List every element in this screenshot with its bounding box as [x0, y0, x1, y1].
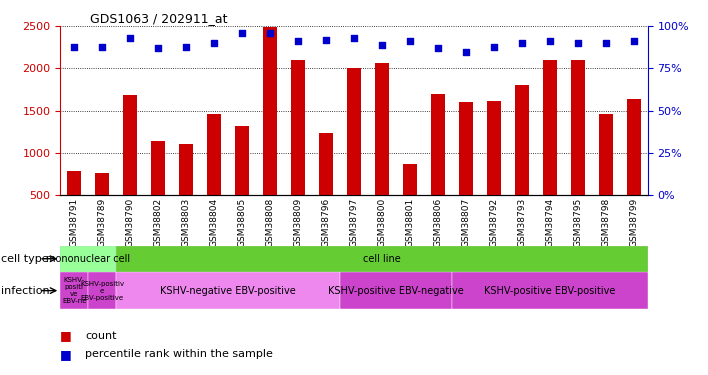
Bar [403, 164, 417, 195]
Text: GSM38800: GSM38800 [377, 198, 387, 247]
Point [628, 39, 639, 45]
Text: GSM38798: GSM38798 [601, 198, 610, 247]
Text: ■: ■ [60, 348, 72, 361]
Point [433, 45, 444, 51]
Text: percentile rank within the sample: percentile rank within the sample [85, 350, 273, 359]
Point [236, 30, 248, 36]
Point [292, 39, 304, 45]
Bar [67, 171, 81, 195]
Point [69, 44, 80, 50]
Bar [375, 63, 389, 195]
Bar [431, 94, 445, 195]
Point [404, 39, 416, 45]
Bar [60, 272, 88, 309]
Bar [88, 272, 116, 309]
Bar [263, 27, 277, 195]
Point [516, 40, 527, 46]
Text: GSM38794: GSM38794 [545, 198, 554, 247]
Point [544, 39, 556, 45]
Bar [515, 86, 529, 195]
Text: GSM38808: GSM38808 [266, 198, 275, 247]
Point [377, 42, 388, 48]
Text: GSM38790: GSM38790 [125, 198, 135, 247]
Text: GSM38809: GSM38809 [294, 198, 302, 247]
Text: GSM38793: GSM38793 [518, 198, 526, 247]
Point [96, 44, 108, 50]
Text: GDS1063 / 202911_at: GDS1063 / 202911_at [90, 12, 227, 25]
Text: GSM38799: GSM38799 [629, 198, 639, 247]
Bar [452, 272, 648, 309]
Point [208, 40, 219, 46]
Point [320, 37, 331, 43]
Bar [599, 114, 613, 195]
Text: infection: infection [1, 286, 50, 296]
Text: KSHV-positive EBV-negative: KSHV-positive EBV-negative [328, 286, 464, 296]
Text: GSM38803: GSM38803 [182, 198, 190, 247]
Bar [487, 100, 501, 195]
Bar [571, 60, 585, 195]
Text: KSHV-negative EBV-positive: KSHV-negative EBV-positive [160, 286, 296, 296]
Point [264, 30, 275, 36]
Bar [179, 144, 193, 195]
Text: GSM38805: GSM38805 [238, 198, 246, 247]
Text: mononuclear cell: mononuclear cell [46, 254, 130, 264]
Text: ■: ■ [60, 329, 72, 342]
Bar [627, 99, 641, 195]
Text: GSM38797: GSM38797 [350, 198, 358, 247]
Bar [459, 102, 473, 195]
Text: GSM38804: GSM38804 [210, 198, 219, 247]
Bar [207, 114, 221, 195]
Text: GSM38789: GSM38789 [98, 198, 107, 247]
Point [489, 44, 500, 50]
Point [181, 44, 192, 50]
Bar [123, 96, 137, 195]
Bar [235, 126, 249, 195]
Bar [116, 272, 340, 309]
Text: GSM38806: GSM38806 [433, 198, 442, 247]
Bar [347, 68, 361, 195]
Point [125, 35, 136, 41]
Bar [543, 60, 557, 195]
Text: GSM38796: GSM38796 [321, 198, 331, 247]
Text: GSM38791: GSM38791 [69, 198, 79, 247]
Text: GSM38801: GSM38801 [406, 198, 414, 247]
Bar [151, 141, 165, 195]
Text: KSHV-
positi
ve
EBV-ne: KSHV- positi ve EBV-ne [62, 277, 86, 304]
Point [460, 49, 472, 55]
Bar [291, 60, 305, 195]
Text: cell line: cell line [363, 254, 401, 264]
Text: GSM38795: GSM38795 [573, 198, 583, 247]
Bar [340, 272, 452, 309]
Bar [95, 173, 109, 195]
Point [600, 40, 612, 46]
Point [572, 40, 583, 46]
Text: GSM38792: GSM38792 [489, 198, 498, 247]
Text: KSHV-positiv
e
EBV-positive: KSHV-positiv e EBV-positive [80, 280, 124, 301]
Point [348, 35, 360, 41]
Text: KSHV-positive EBV-positive: KSHV-positive EBV-positive [484, 286, 615, 296]
Text: GSM38802: GSM38802 [154, 198, 163, 247]
Text: count: count [85, 331, 116, 340]
Text: cell type: cell type [1, 254, 49, 264]
Point [152, 45, 164, 51]
Text: GSM38807: GSM38807 [462, 198, 470, 247]
Bar [319, 134, 333, 195]
Bar [60, 246, 116, 272]
